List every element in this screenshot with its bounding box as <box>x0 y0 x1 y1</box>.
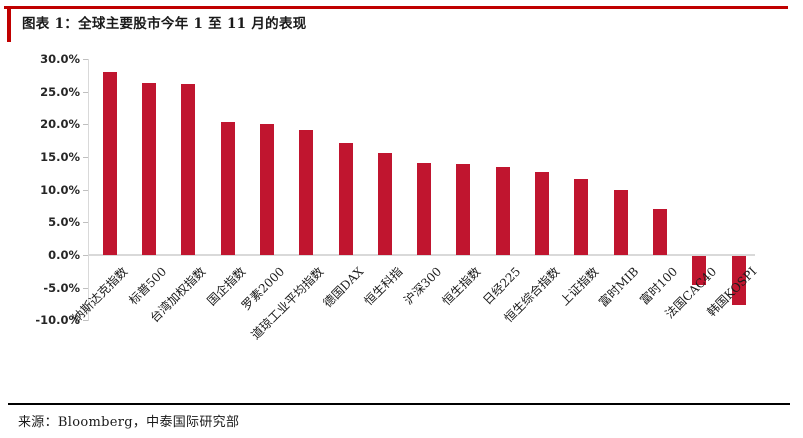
y-axis-tick <box>83 91 88 93</box>
bar <box>102 72 117 255</box>
x-axis-baseline <box>88 254 755 256</box>
bar <box>220 121 235 255</box>
y-axis-tick <box>83 189 88 191</box>
y-axis-tick-label: 20.0% <box>40 117 80 132</box>
bar <box>338 142 353 255</box>
y-axis-tick <box>83 320 88 322</box>
y-axis-tick <box>83 59 88 60</box>
y-axis-tick-label: -10.0% <box>35 313 80 328</box>
bar <box>574 178 589 255</box>
bar <box>535 172 549 255</box>
y-axis-tick <box>83 287 88 289</box>
y-axis-tick <box>83 255 88 256</box>
bar <box>495 167 510 255</box>
y-axis-tick-label: 25.0% <box>40 84 80 99</box>
y-axis-tick-label: 10.0% <box>40 182 80 197</box>
footer-divider <box>8 403 790 405</box>
y-axis-tick <box>83 157 88 158</box>
y-axis-tick-label: 15.0% <box>40 150 80 164</box>
bar <box>377 153 392 255</box>
bar <box>299 130 314 255</box>
chart-title: 图表 1：全球主要股市今年 1 至 11 月的表现 <box>22 16 307 32</box>
bar <box>731 256 746 305</box>
bar <box>417 162 432 255</box>
y-axis-tick <box>83 222 88 224</box>
y-axis-tick-label: 5.0% <box>48 215 80 230</box>
bar <box>613 189 628 255</box>
y-axis-line <box>88 59 89 321</box>
y-axis-tick-label: 0.0% <box>48 248 80 262</box>
bar <box>259 123 274 255</box>
bar <box>142 82 156 255</box>
left-accent-rule <box>7 6 11 42</box>
bar <box>181 84 196 255</box>
y-axis-tick <box>83 124 88 126</box>
y-axis-tick-label: 30.0% <box>40 52 80 66</box>
top-accent-rule <box>4 6 788 9</box>
y-axis-tick-label: -5.0% <box>43 280 80 295</box>
bar <box>652 209 667 255</box>
source-note: 来源：Bloomberg，中泰国际研究部 <box>18 415 240 430</box>
bar <box>692 256 707 285</box>
bar <box>456 164 471 255</box>
